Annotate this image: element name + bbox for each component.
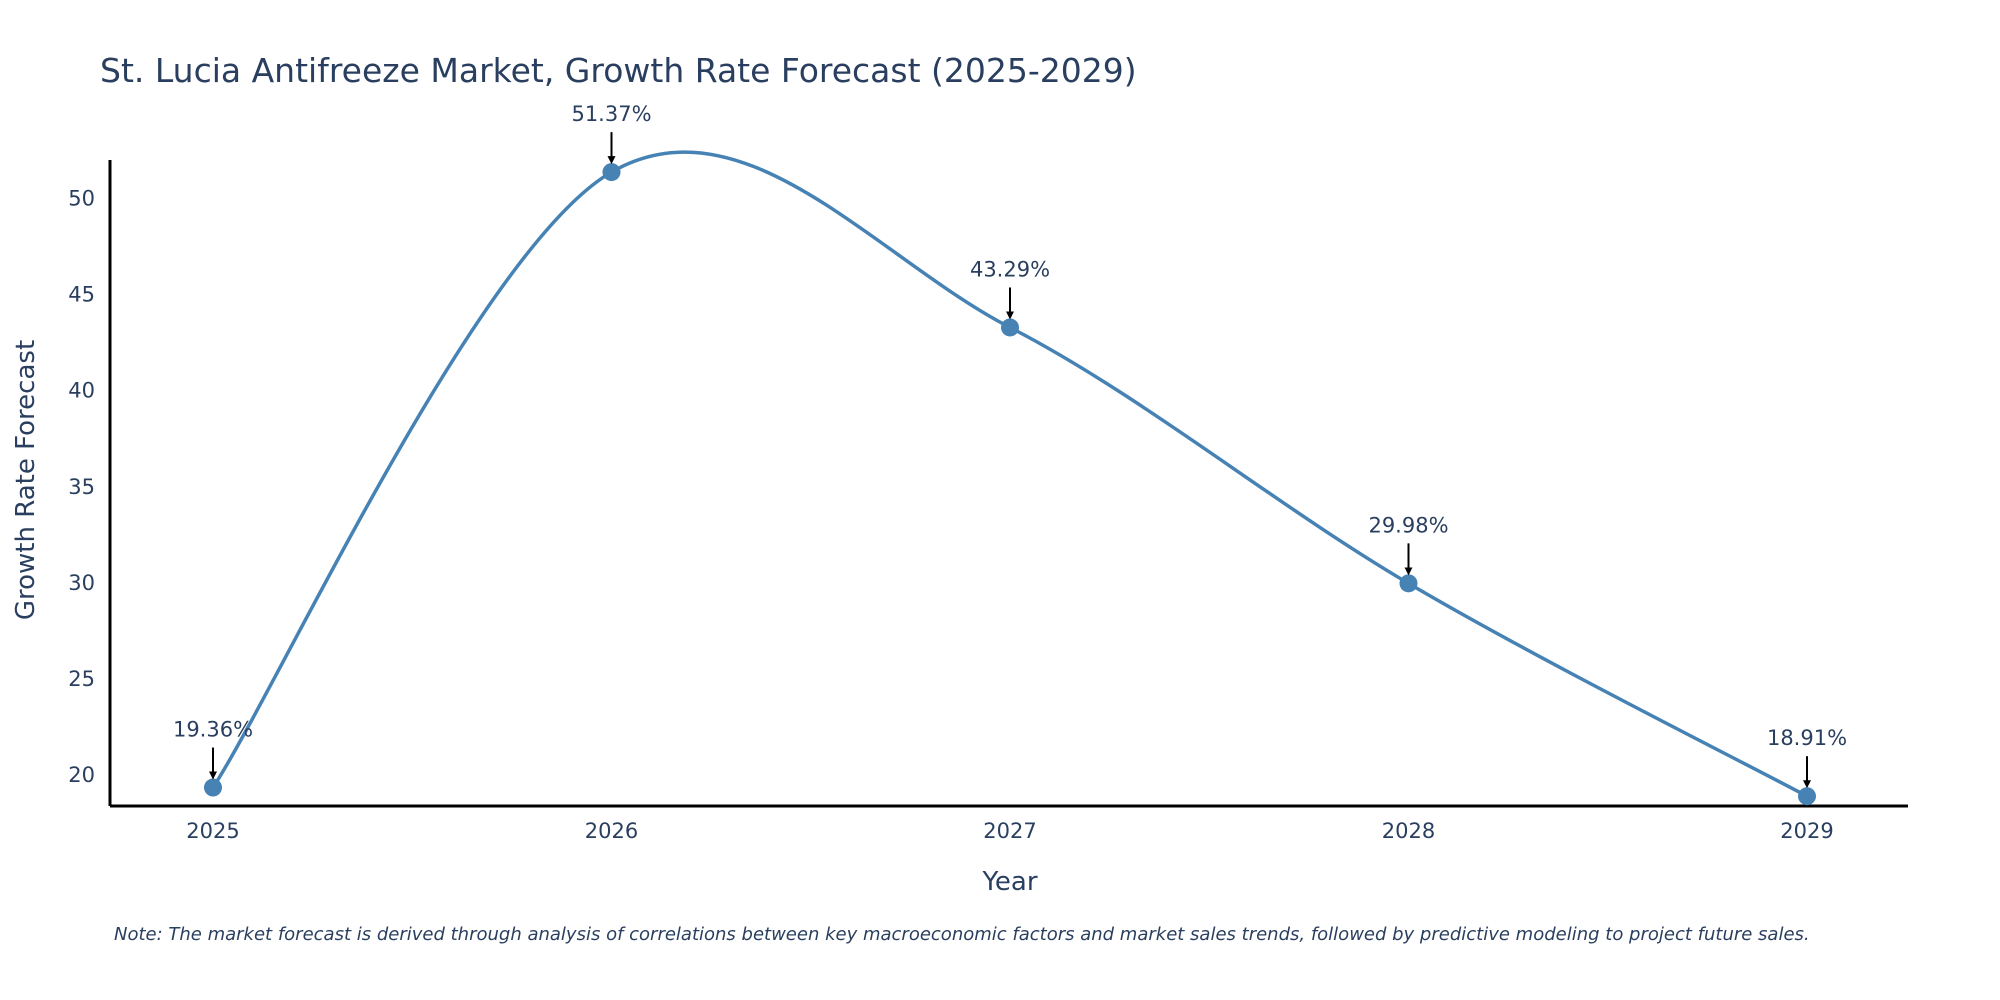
x-tick-label: 2027	[983, 819, 1036, 843]
x-tick-label: 2026	[585, 819, 638, 843]
x-axis-title: Year	[981, 867, 1037, 897]
y-tick-label: 35	[68, 475, 95, 499]
y-axis: 20 25 30 35 40 45 50	[68, 160, 112, 806]
data-label-2028: 29.98%	[1368, 513, 1448, 537]
data-label-annotations: 19.36% 51.37% 43.29% 29.98% 18.91%	[173, 102, 1847, 789]
y-tick-label: 45	[68, 283, 95, 307]
data-label-2025: 19.36%	[173, 718, 253, 742]
x-tick-label: 2025	[186, 819, 239, 843]
y-tick-label: 40	[68, 379, 95, 403]
x-tick-label: 2029	[1780, 819, 1833, 843]
data-point-2025	[204, 778, 222, 797]
chart-title: St. Lucia Antifreeze Market, Growth Rate…	[100, 51, 1137, 90]
footnote: Note: The market forecast is derived thr…	[114, 924, 1810, 945]
y-tick-label: 30	[68, 571, 95, 595]
data-label-2027: 43.29%	[970, 257, 1050, 281]
data-label-2026: 51.37%	[571, 102, 651, 126]
y-axis-title: Growth Rate Forecast	[11, 340, 41, 620]
x-tick-label: 2028	[1382, 819, 1435, 843]
y-tick-label: 25	[68, 667, 95, 691]
series-line	[211, 150, 1808, 798]
x-axis: 2025 2026 2027 2028 2029	[110, 804, 1908, 843]
data-point-2029	[1798, 787, 1816, 806]
data-point-2026	[602, 163, 621, 182]
data-point-2028	[1399, 574, 1418, 593]
data-points	[204, 163, 1816, 806]
data-point-2027	[1001, 318, 1019, 337]
y-tick-label: 50	[68, 186, 95, 210]
y-tick-label: 20	[68, 763, 95, 787]
data-label-2029: 18.91%	[1767, 726, 1847, 750]
